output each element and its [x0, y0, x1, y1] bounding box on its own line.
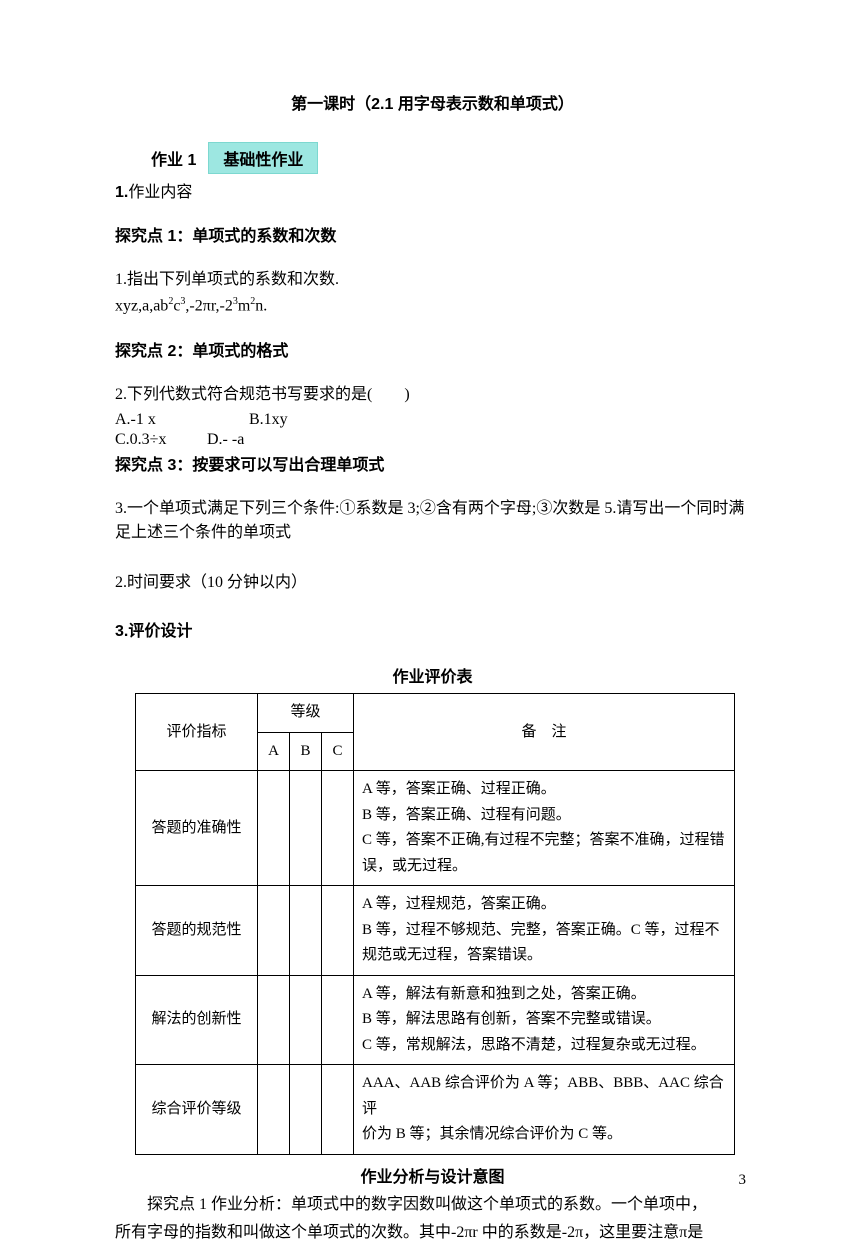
- homework-badge: 基础性作业: [208, 142, 318, 174]
- tanjiu3-title: 探究点 3：按要求可以写出合理单项式: [115, 451, 750, 475]
- grade-cell: [322, 1065, 354, 1155]
- header-grade: 等级: [258, 694, 354, 733]
- grade-cell: [258, 975, 290, 1065]
- option-a: A.-1 x: [115, 411, 245, 429]
- eval-table-title: 作业评价表: [115, 663, 750, 687]
- grade-cell: [258, 771, 290, 886]
- tanjiu2-title: 探究点 2：单项式的格式: [115, 337, 750, 361]
- page-title: 第一课时（2.1 用字母表示数和单项式）: [115, 90, 750, 114]
- table-row: 解法的创新性 A 等，解法有新意和独到之处，答案正确。 B 等，解法思路有创新，…: [136, 975, 735, 1065]
- time-requirement: 2.时间要求（10 分钟以内）: [115, 571, 750, 595]
- header-remark: 备 注: [354, 694, 735, 771]
- tanjiu2-options-row1: A.-1 x B.1xy: [115, 411, 750, 429]
- option-d: D.- -a: [207, 431, 244, 448]
- grade-cell: [258, 1065, 290, 1155]
- grade-cell: [258, 886, 290, 976]
- table-header-row: 评价指标 等级 备 注: [136, 694, 735, 733]
- content-label: 1.作业内容: [115, 178, 750, 202]
- grade-cell: [290, 771, 322, 886]
- grade-cell: [290, 975, 322, 1065]
- table-row: 答题的准确性 A 等，答案正确、过程正确。 B 等，答案正确、过程有问题。 C …: [136, 771, 735, 886]
- homework-header: 作业 1 基础性作业: [151, 142, 750, 174]
- metric-cell: 答题的准确性: [136, 771, 258, 886]
- grade-cell: [290, 1065, 322, 1155]
- option-b: B.1xy: [249, 411, 288, 428]
- header-metric: 评价指标: [136, 694, 258, 771]
- tanjiu1-title: 探究点 1：单项式的系数和次数: [115, 222, 750, 246]
- tanjiu3-question: 3.一个单项式满足下列三个条件:①系数是 3;②含有两个字母;③次数是 5.请写…: [115, 497, 750, 545]
- table-row: 答题的规范性 A 等，过程规范，答案正确。 B 等，过程不够规范、完整，答案正确…: [136, 886, 735, 976]
- table-row: 综合评价等级 AAA、AAB 综合评价为 A 等；ABB、BBB、AAC 综合评…: [136, 1065, 735, 1155]
- homework-label: 作业 1: [151, 146, 196, 170]
- grade-cell: [322, 771, 354, 886]
- grade-cell: [290, 886, 322, 976]
- tanjiu2-question: 2.下列代数式符合规范书写要求的是( ): [115, 383, 750, 407]
- analysis-p2: 所有字母的指数和叫做这个单项式的次数。其中-2πr 中的系数是-2π，这里要注意…: [115, 1221, 750, 1245]
- remark-cell: A 等，答案正确、过程正确。 B 等，答案正确、过程有问题。 C 等，答案不正确…: [354, 771, 735, 886]
- remark-cell: AAA、AAB 综合评价为 A 等；ABB、BBB、AAC 综合评 价为 B 等…: [354, 1065, 735, 1155]
- evaluation-table: 评价指标 等级 备 注 A B C 答题的准确性 A 等，答案正确、过程正确。 …: [135, 693, 735, 1155]
- header-c: C: [322, 732, 354, 771]
- tanjiu2-options-row2: C.0.3÷x D.- -a: [115, 431, 750, 449]
- eval-design-label: 3.评价设计: [115, 617, 750, 641]
- remark-cell: A 等，过程规范，答案正确。 B 等，过程不够规范、完整，答案正确。C 等，过程…: [354, 886, 735, 976]
- analysis-title: 作业分析与设计意图: [115, 1163, 750, 1187]
- metric-cell: 解法的创新性: [136, 975, 258, 1065]
- metric-cell: 综合评价等级: [136, 1065, 258, 1155]
- tanjiu1-question: 1.指出下列单项式的系数和次数.: [115, 268, 750, 292]
- grade-cell: [322, 886, 354, 976]
- header-b: B: [290, 732, 322, 771]
- metric-cell: 答题的规范性: [136, 886, 258, 976]
- grade-cell: [322, 975, 354, 1065]
- analysis-p1: 探究点 1 作业分析：单项式中的数字因数叫做这个单项式的系数。一个单项中，: [115, 1193, 750, 1217]
- option-c: C.0.3÷x: [115, 431, 203, 449]
- header-a: A: [258, 732, 290, 771]
- tanjiu1-expression: xyz,a,ab2c3,-2πr,-23m2n.: [115, 296, 750, 315]
- page-number: 3: [739, 1172, 747, 1189]
- remark-cell: A 等，解法有新意和独到之处，答案正确。 B 等，解法思路有创新，答案不完整或错…: [354, 975, 735, 1065]
